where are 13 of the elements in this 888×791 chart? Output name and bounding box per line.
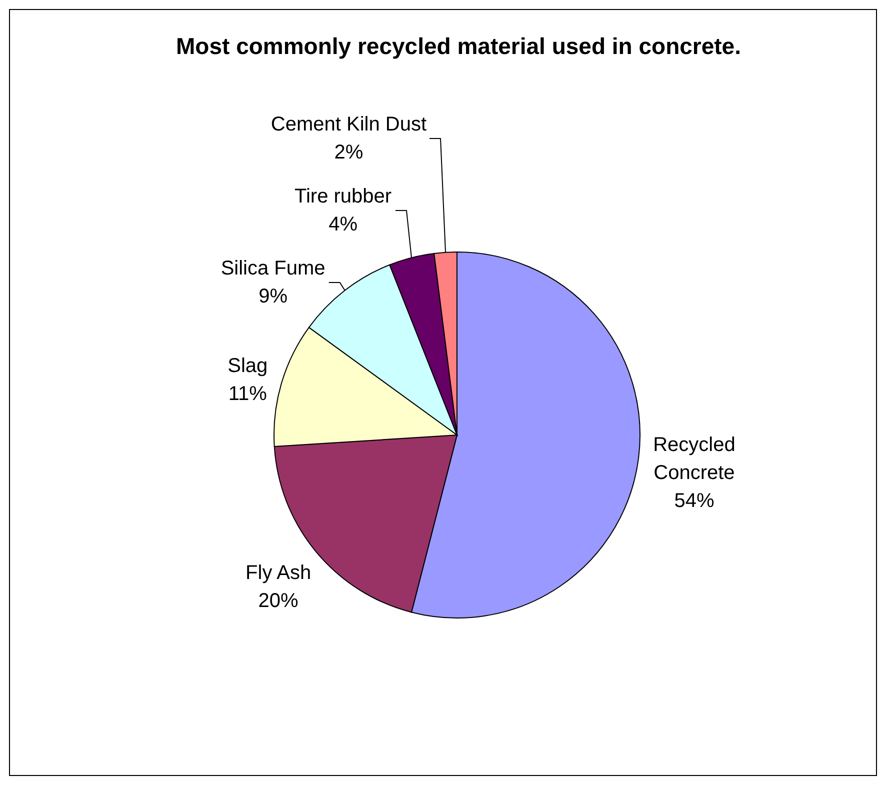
slice-label: Slag xyxy=(228,354,268,377)
slice-label: Cement Kiln Dust xyxy=(270,114,427,136)
slice-label: Recycled Concrete xyxy=(653,434,736,484)
data-label: 11% xyxy=(228,382,268,405)
data-label: 9% xyxy=(258,286,288,308)
data-label: 20% xyxy=(258,590,299,612)
data-label: 4% xyxy=(328,214,358,236)
slice-label: Tire rubber xyxy=(294,186,392,208)
slice-label: Fly Ash xyxy=(246,562,312,584)
chart-title: Most commonly recycled material used in concrete. xyxy=(176,33,741,59)
data-label: 2% xyxy=(334,142,364,164)
data-label: 54% xyxy=(674,490,714,512)
slice-label: Silica Fume xyxy=(220,258,326,280)
